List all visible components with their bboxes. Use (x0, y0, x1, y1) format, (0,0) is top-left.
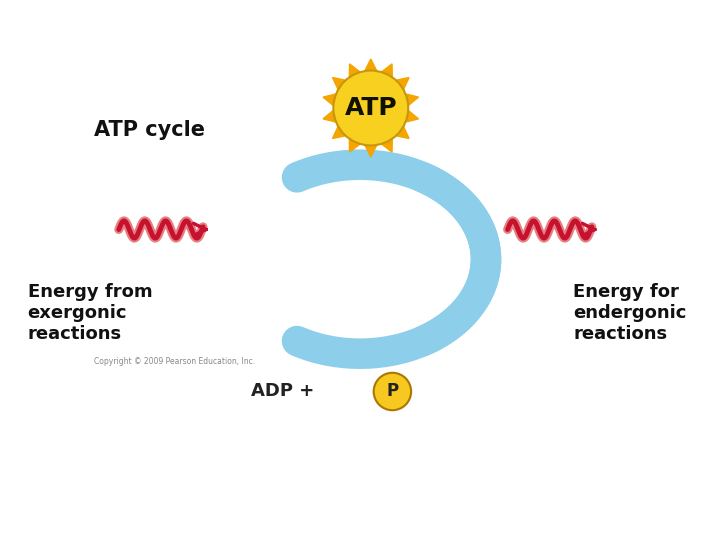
Circle shape (374, 373, 411, 410)
Polygon shape (323, 59, 418, 157)
Text: Energy from
exergonic
reactions: Energy from exergonic reactions (27, 284, 153, 343)
Text: P: P (387, 382, 398, 401)
Text: ATP: ATP (344, 96, 397, 120)
Text: ATP cycle: ATP cycle (94, 119, 204, 140)
Text: Copyright © 2009 Pearson Education, Inc.: Copyright © 2009 Pearson Education, Inc. (94, 357, 255, 366)
Text: ADP +: ADP + (251, 382, 320, 401)
Circle shape (333, 71, 408, 145)
Text: Energy for
endergonic
reactions: Energy for endergonic reactions (573, 284, 687, 343)
